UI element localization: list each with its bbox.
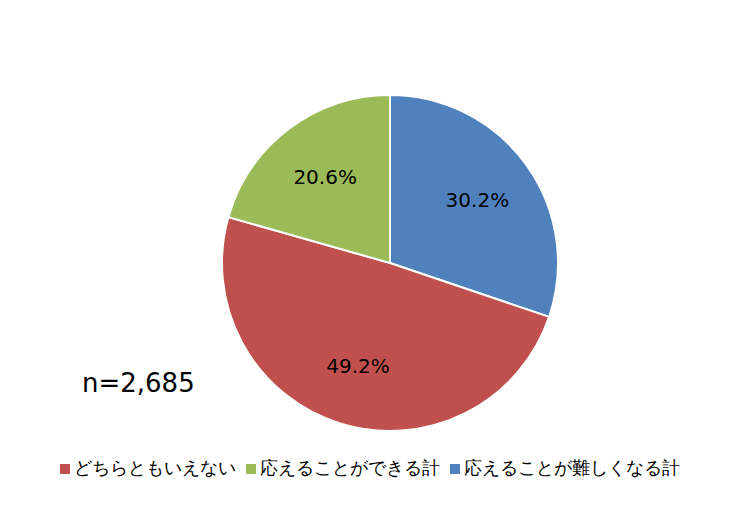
html-text:どちらともいえない: どちらともいえない (74, 457, 236, 478)
html-text:n=2,685: n=2,685 (82, 368, 195, 398)
html-text:応えることが難しくなる計: 応えることが難しくなる計 (464, 457, 680, 478)
svg-text:49.2%: 49.2% (326, 354, 390, 378)
html-text:応えることができる計: 応えることができる計 (260, 457, 440, 478)
svg-text:20.6%: 20.6% (293, 165, 357, 189)
svg-text:30.2%: 30.2% (446, 188, 510, 212)
